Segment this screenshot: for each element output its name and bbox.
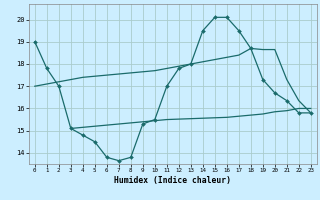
X-axis label: Humidex (Indice chaleur): Humidex (Indice chaleur): [114, 176, 231, 185]
